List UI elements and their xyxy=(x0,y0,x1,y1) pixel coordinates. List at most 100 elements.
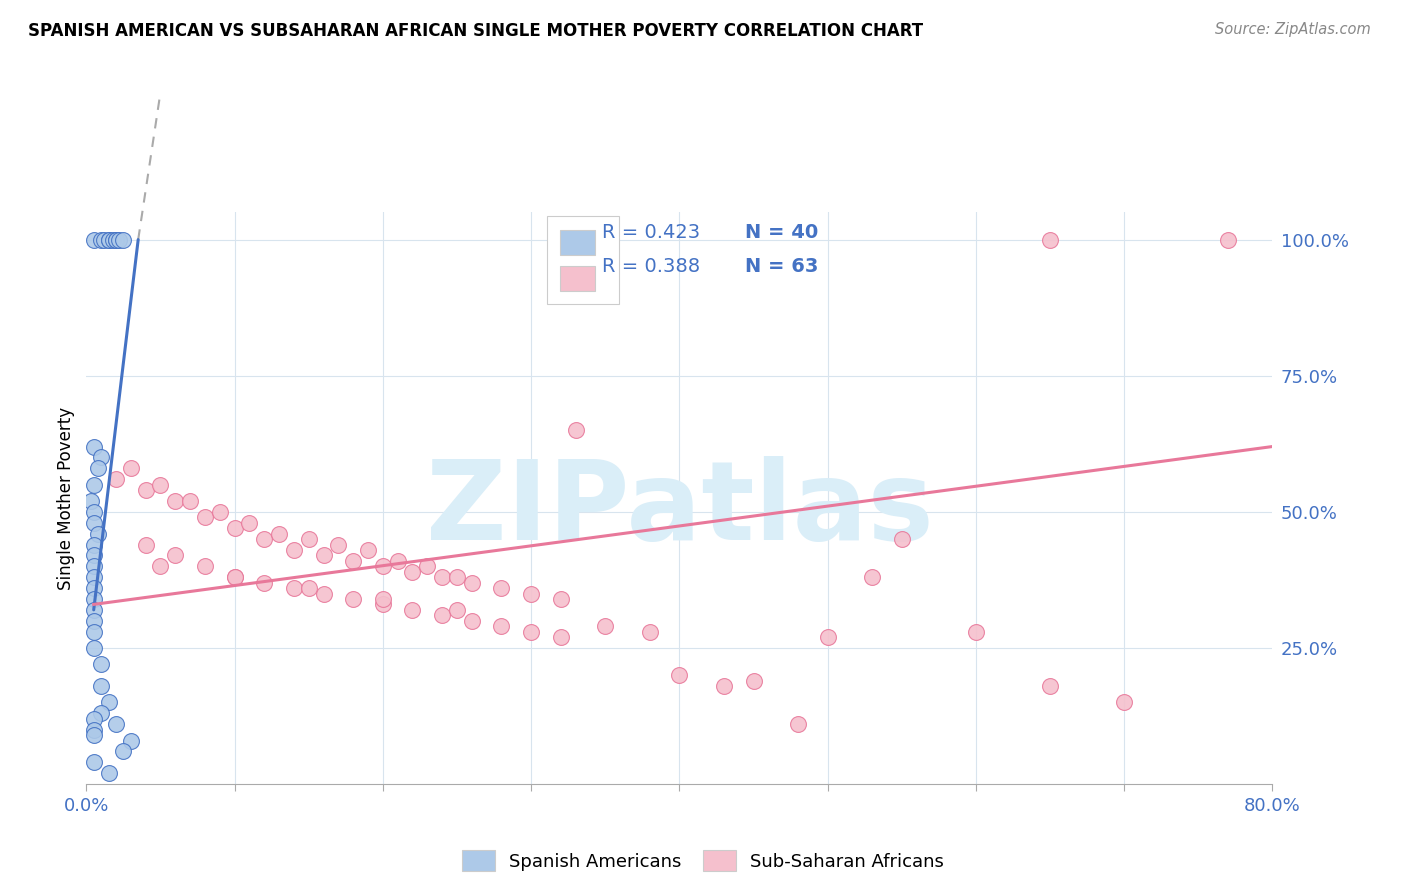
Point xyxy=(298,532,321,546)
Point xyxy=(83,640,105,655)
Point xyxy=(149,559,172,574)
Point xyxy=(520,586,543,600)
Point xyxy=(83,603,105,617)
Point xyxy=(83,516,105,530)
Point xyxy=(787,717,810,731)
Point xyxy=(965,624,987,639)
Point xyxy=(83,712,105,726)
Point xyxy=(416,559,439,574)
Point xyxy=(108,233,131,247)
Text: R = 0.388: R = 0.388 xyxy=(602,257,700,277)
Point xyxy=(83,570,105,584)
Point xyxy=(104,233,127,247)
Point xyxy=(224,570,246,584)
Point xyxy=(520,624,543,639)
Point xyxy=(165,494,187,508)
Point xyxy=(83,591,105,606)
Point xyxy=(357,543,380,558)
Text: Source: ZipAtlas.com: Source: ZipAtlas.com xyxy=(1215,22,1371,37)
Point xyxy=(80,494,103,508)
Point xyxy=(112,233,135,247)
Point xyxy=(194,559,217,574)
Point xyxy=(860,570,883,584)
Text: N = 63: N = 63 xyxy=(745,257,818,277)
Point xyxy=(253,575,276,590)
Point xyxy=(401,603,423,617)
Point xyxy=(90,657,112,672)
Point xyxy=(387,554,409,568)
Point xyxy=(491,581,513,595)
Point xyxy=(312,586,335,600)
Point xyxy=(83,624,105,639)
Legend: , : , xyxy=(547,217,619,304)
Point xyxy=(90,706,112,721)
Point xyxy=(83,537,105,551)
Point xyxy=(430,570,453,584)
Point xyxy=(461,614,484,628)
Point xyxy=(135,537,157,551)
Point xyxy=(1114,695,1136,709)
Text: ZIPatlas: ZIPatlas xyxy=(426,456,934,563)
Point xyxy=(120,733,142,747)
Point xyxy=(342,554,364,568)
Point xyxy=(817,630,839,644)
Point xyxy=(83,233,105,247)
Point xyxy=(550,630,572,644)
Point xyxy=(342,591,364,606)
Point xyxy=(179,494,201,508)
Point xyxy=(93,233,115,247)
Point xyxy=(87,461,110,475)
Y-axis label: Single Mother Poverty: Single Mother Poverty xyxy=(58,407,75,590)
Text: N = 40: N = 40 xyxy=(745,223,818,242)
Point xyxy=(83,477,105,491)
Point xyxy=(135,483,157,497)
Point xyxy=(83,581,105,595)
Point xyxy=(550,591,572,606)
Point xyxy=(104,717,127,731)
Point xyxy=(104,233,127,247)
Point xyxy=(890,532,912,546)
Point xyxy=(194,510,217,524)
Point xyxy=(97,233,120,247)
Point xyxy=(104,472,127,486)
Point xyxy=(371,559,394,574)
Point xyxy=(283,581,305,595)
Point xyxy=(87,526,110,541)
Point xyxy=(101,233,124,247)
Point xyxy=(253,532,276,546)
Point xyxy=(491,619,513,633)
Point xyxy=(83,614,105,628)
Point xyxy=(90,233,112,247)
Legend: Spanish Americans, Sub-Saharan Africans: Spanish Americans, Sub-Saharan Africans xyxy=(456,843,950,879)
Point xyxy=(461,575,484,590)
Point xyxy=(328,537,350,551)
Point xyxy=(224,521,246,535)
Point xyxy=(593,619,616,633)
Text: SPANISH AMERICAN VS SUBSAHARAN AFRICAN SINGLE MOTHER POVERTY CORRELATION CHART: SPANISH AMERICAN VS SUBSAHARAN AFRICAN S… xyxy=(28,22,924,40)
Point xyxy=(149,477,172,491)
Point xyxy=(97,233,120,247)
Point xyxy=(120,461,142,475)
Text: R = 0.423: R = 0.423 xyxy=(602,223,700,242)
Point xyxy=(83,728,105,742)
Point xyxy=(83,549,105,563)
Point xyxy=(371,591,394,606)
Point xyxy=(446,570,468,584)
Point xyxy=(298,581,321,595)
Point xyxy=(668,668,690,682)
Point xyxy=(90,450,112,465)
Point xyxy=(208,505,231,519)
Point xyxy=(83,440,105,454)
Point xyxy=(90,679,112,693)
Point xyxy=(224,570,246,584)
Point xyxy=(742,673,765,688)
Point xyxy=(165,549,187,563)
Point xyxy=(83,559,105,574)
Point xyxy=(97,766,120,780)
Point xyxy=(401,565,423,579)
Point xyxy=(97,695,120,709)
Point xyxy=(283,543,305,558)
Point xyxy=(312,549,335,563)
Point xyxy=(83,723,105,737)
Point xyxy=(1039,679,1062,693)
